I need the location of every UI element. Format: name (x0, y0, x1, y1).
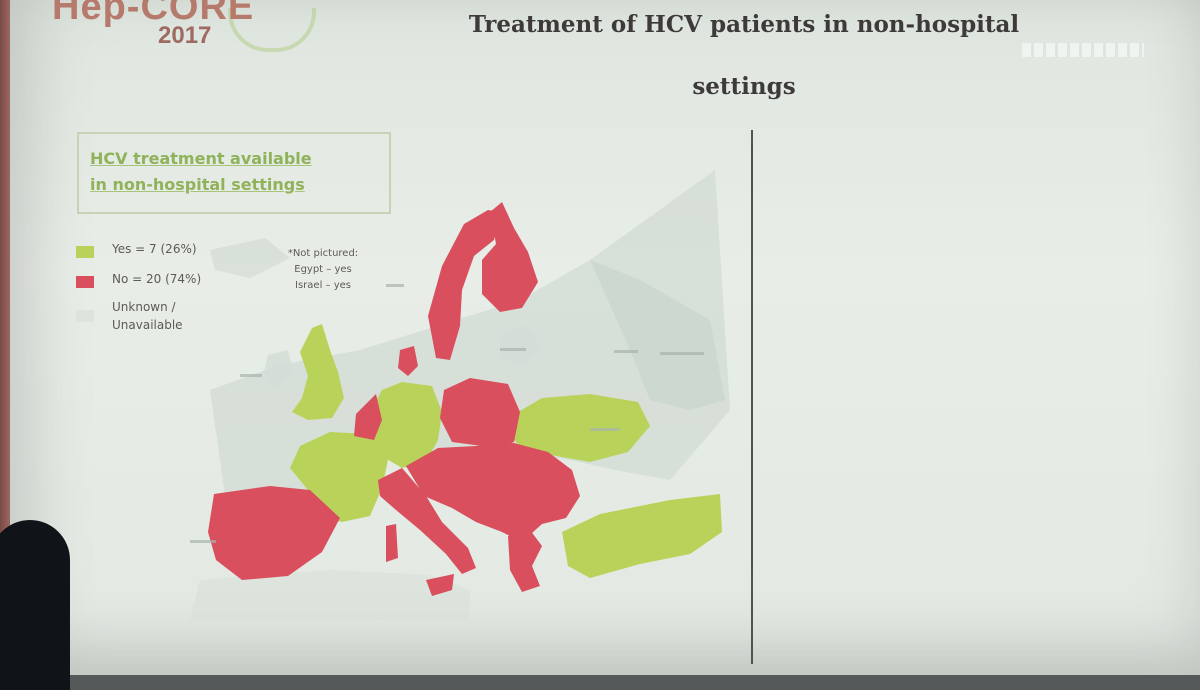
legend-no-label: No = 20 (74%) (112, 272, 202, 286)
slide-title-line-1: Treatment of HCV patients in non-hospita… (468, 11, 1020, 38)
map-title-line-2: in non-hospital settings (90, 175, 305, 194)
map-greece-no (508, 530, 542, 592)
note-line-2: Egypt – yes (294, 264, 352, 275)
map-title-box (77, 132, 391, 214)
legend-swatch-unknown (76, 310, 94, 322)
map-title-line-1: HCV treatment available (90, 149, 312, 168)
map-unknown-iceland (210, 238, 290, 278)
legend-swatch-yes (76, 246, 94, 258)
legend-unknown-label-line-2: Unavailable (112, 318, 183, 332)
map-unknown-north-africa (190, 570, 470, 620)
conference-year: 2017 (158, 22, 212, 49)
map-germany-yes (370, 382, 442, 468)
vertical-divider (751, 130, 753, 664)
map-denmark-no (398, 346, 418, 376)
map-turkey-yes (562, 494, 722, 578)
map-title: HCV treatment available in non-hospital … (90, 146, 390, 198)
map-finland-no (482, 202, 538, 312)
legend-yes-label: Yes = 7 (26%) (112, 242, 197, 256)
conference-logo: Hep-CORE (52, 0, 255, 28)
slide-title-line-2: settings (692, 73, 796, 100)
legend-unknown-label-line-1: Unknown / (112, 300, 176, 314)
note-line-3: Israel – yes (295, 280, 351, 291)
map-benelux-no (354, 394, 382, 440)
map-sardinia-no (386, 524, 398, 562)
slide-title: Treatment of HCV patients in non-hospita… (414, 0, 1074, 118)
map-central-balkans-no (406, 442, 580, 542)
presenter-silhouette (0, 520, 70, 690)
legend-swatch-no (76, 276, 94, 288)
map-uk-yes (292, 324, 344, 420)
faint-header-tag (1022, 43, 1144, 57)
europe-map (190, 170, 730, 620)
map-unknown-east (590, 260, 725, 410)
not-pictured-note: *Not pictured: Egypt – yes Israel – yes (268, 246, 378, 294)
map-sicily-no (426, 574, 454, 596)
map-baltics-no (500, 326, 540, 364)
map-poland-no (440, 378, 520, 446)
note-line-1: *Not pictured: (287, 248, 359, 259)
map-italy-no (378, 468, 476, 574)
map-norway-sweden-no (428, 210, 500, 360)
map-ukraine-yes (510, 394, 650, 462)
map-unknown-ireland (264, 350, 294, 388)
map-spain-portugal-no (208, 486, 340, 580)
